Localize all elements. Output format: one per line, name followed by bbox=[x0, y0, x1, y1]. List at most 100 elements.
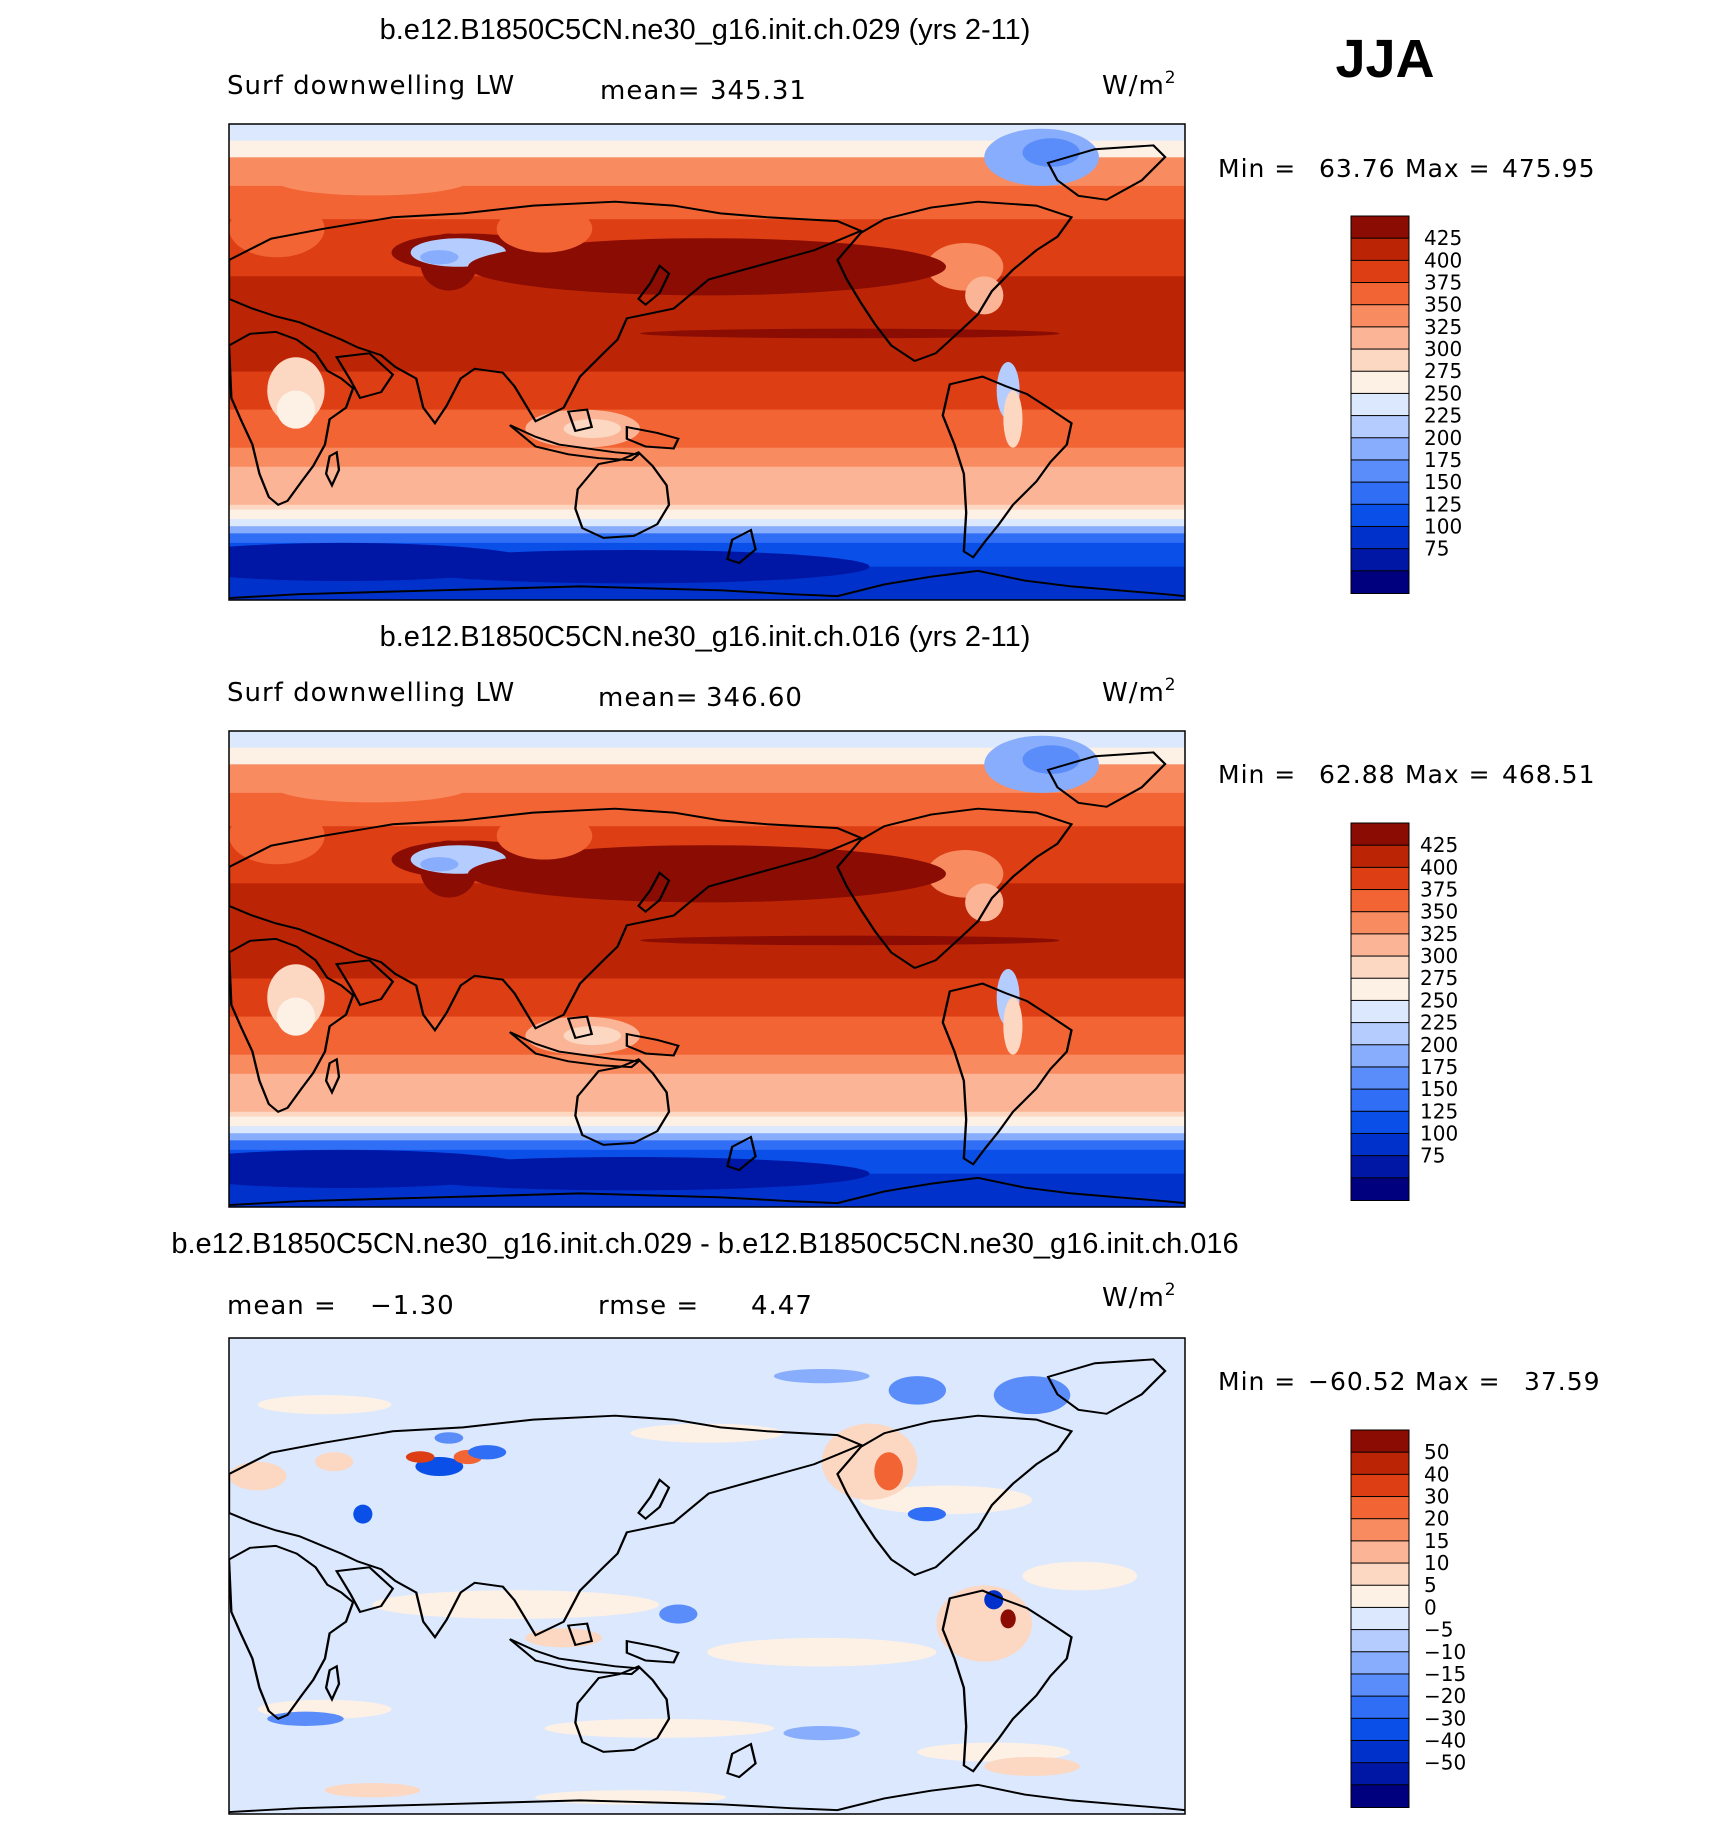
map-feature bbox=[707, 1637, 937, 1667]
colorbar-box bbox=[1350, 1473, 1410, 1498]
colorbar-box bbox=[1350, 326, 1410, 351]
colorbar-tick-label: 20 bbox=[1424, 1507, 1449, 1531]
colorbar-tick-label: 100 bbox=[1420, 1121, 1458, 1145]
map-feature bbox=[1003, 390, 1023, 448]
map-plot bbox=[228, 730, 1186, 1208]
colorbar-box bbox=[1350, 215, 1410, 240]
panel-title: b.e12.B1850C5CN.ne30_g16.init.ch.016 (yr… bbox=[380, 621, 1031, 653]
colorbar-box bbox=[1350, 1606, 1410, 1631]
min-label: Min = bbox=[1218, 154, 1296, 183]
map-feature bbox=[391, 550, 870, 584]
map-band bbox=[229, 747, 1185, 766]
map-feature bbox=[276, 997, 316, 1036]
map-band bbox=[229, 533, 1185, 544]
colorbar-tick-label: 125 bbox=[1424, 492, 1462, 516]
colorbar-tick-label: 325 bbox=[1424, 315, 1462, 339]
map-band bbox=[229, 1116, 1185, 1128]
map-band bbox=[229, 466, 1185, 506]
season-label: JJA bbox=[1335, 29, 1434, 89]
map-feature bbox=[888, 1376, 946, 1405]
colorbar-tick-label: 425 bbox=[1420, 833, 1458, 857]
map-band bbox=[229, 519, 1185, 528]
colorbar-box bbox=[1350, 1629, 1410, 1653]
units-label: W/m2 bbox=[1102, 1280, 1177, 1313]
mean-label: mean= bbox=[600, 76, 701, 106]
colorbar-box bbox=[1350, 503, 1410, 528]
colorbar-tick-label: 125 bbox=[1420, 1099, 1458, 1123]
colorbar-tick-label: 5 bbox=[1424, 1573, 1437, 1597]
map-band bbox=[229, 1126, 1185, 1135]
map-feature bbox=[405, 1451, 435, 1463]
colorbar-box bbox=[1350, 525, 1410, 550]
colorbar-box bbox=[1350, 977, 1410, 1002]
colorbar-tick-label: −15 bbox=[1424, 1662, 1466, 1686]
mean-value: 345.31 bbox=[710, 76, 807, 106]
map-feature bbox=[907, 1506, 946, 1522]
colorbar-tick-label: 40 bbox=[1424, 1462, 1449, 1486]
colorbar-tick-label: −5 bbox=[1424, 1618, 1453, 1642]
map-feature bbox=[984, 1756, 1080, 1776]
map-band bbox=[229, 978, 1185, 1018]
colorbar: 4254003753503253002752502252001751501251… bbox=[1350, 215, 1462, 595]
colorbar-box bbox=[1350, 282, 1410, 306]
map-feature bbox=[917, 1742, 1071, 1762]
colorbar-box bbox=[1350, 1066, 1410, 1091]
min-label: Min = bbox=[1218, 760, 1296, 789]
mean-label: mean = bbox=[227, 1291, 337, 1321]
colorbar-box bbox=[1350, 481, 1410, 506]
map-band bbox=[229, 1054, 1185, 1075]
colorbar-box bbox=[1350, 415, 1410, 439]
map-frame bbox=[228, 123, 1186, 601]
colorbar-box bbox=[1350, 1132, 1410, 1157]
panel-difference: b.e12.B1850C5CN.ne30_g16.init.ch.029 - b… bbox=[171, 1228, 1600, 1815]
map-band bbox=[229, 509, 1185, 521]
rmse-value: 4.47 bbox=[751, 1291, 813, 1321]
colorbar-box bbox=[1350, 889, 1410, 913]
map-feature bbox=[468, 238, 946, 296]
min-label: Min = bbox=[1218, 1367, 1296, 1396]
map-feature bbox=[257, 1395, 392, 1415]
map-feature bbox=[1051, 276, 1166, 353]
colorbar-tick-label: 250 bbox=[1424, 381, 1462, 405]
map-feature bbox=[315, 1452, 354, 1472]
map-feature bbox=[936, 1585, 1033, 1662]
mean-value: 346.60 bbox=[706, 683, 803, 713]
map-band bbox=[229, 1133, 1185, 1142]
map-band bbox=[229, 1111, 1185, 1118]
colorbar-tick-label: 10 bbox=[1424, 1551, 1449, 1575]
map-plot bbox=[228, 1337, 1186, 1815]
colorbar-tick-label: 75 bbox=[1424, 537, 1449, 561]
map-feature bbox=[773, 1368, 870, 1384]
map-feature bbox=[324, 1783, 421, 1798]
map-feature bbox=[965, 883, 1004, 922]
colorbar-tick-label: −10 bbox=[1424, 1640, 1466, 1664]
map-feature bbox=[659, 1604, 698, 1624]
units-label: W/m2 bbox=[1102, 68, 1177, 101]
mean-label: mean= bbox=[598, 683, 699, 713]
map-feature bbox=[1022, 745, 1080, 774]
map-feature bbox=[563, 419, 621, 439]
map-feature bbox=[1022, 1561, 1138, 1591]
colorbar-tick-label: 300 bbox=[1424, 337, 1462, 361]
max-value: 475.95 bbox=[1502, 154, 1595, 183]
mean-value: −1.30 bbox=[370, 1291, 455, 1321]
map-band bbox=[229, 1016, 1185, 1056]
colorbar-tick-label: 225 bbox=[1420, 1011, 1458, 1035]
map-feature bbox=[496, 811, 593, 860]
map-band bbox=[229, 124, 1185, 142]
map-feature bbox=[965, 276, 1004, 315]
max-value: 468.51 bbox=[1502, 760, 1595, 789]
map-feature bbox=[874, 1452, 903, 1491]
colorbar-box bbox=[1350, 1518, 1410, 1542]
colorbar-tick-label: 75 bbox=[1420, 1144, 1445, 1168]
colorbar-box bbox=[1350, 1695, 1410, 1720]
map-band bbox=[229, 504, 1185, 511]
colorbar-tick-label: 375 bbox=[1424, 271, 1462, 295]
panel-title: b.e12.B1850C5CN.ne30_g16.init.ch.029 - b… bbox=[171, 1228, 1238, 1260]
map-feature bbox=[993, 1376, 1071, 1415]
colorbar-box bbox=[1350, 1022, 1410, 1046]
colorbar-tick-label: 100 bbox=[1424, 514, 1462, 538]
map-frame bbox=[228, 730, 1186, 1208]
colorbar-box bbox=[1350, 392, 1410, 417]
